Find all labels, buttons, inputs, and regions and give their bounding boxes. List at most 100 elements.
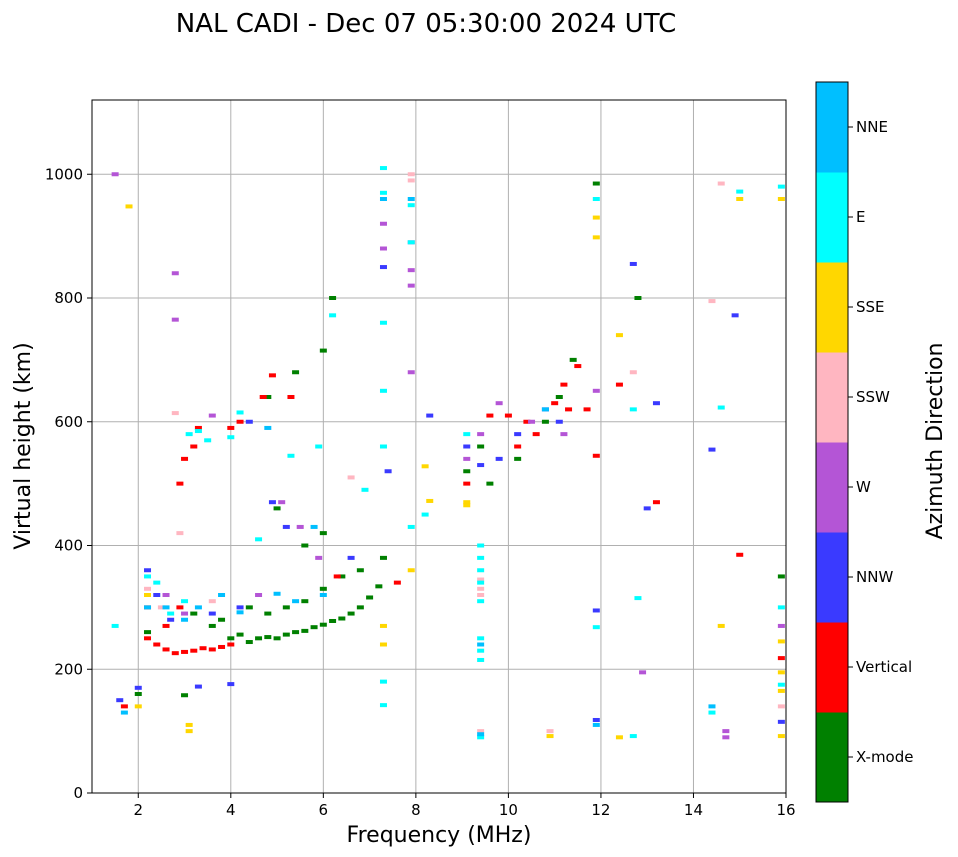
data-point (292, 630, 300, 635)
data-point (777, 656, 785, 661)
data-point (477, 432, 485, 437)
series-sse (125, 197, 785, 740)
data-point (777, 688, 785, 693)
data-point (592, 453, 600, 458)
data-point (504, 413, 512, 418)
data-point (292, 599, 300, 604)
data-point (194, 425, 202, 430)
data-point (629, 407, 637, 412)
data-point (555, 395, 563, 399)
data-point (722, 729, 730, 734)
data-point (268, 373, 276, 378)
data-point (407, 178, 415, 183)
data-point (171, 317, 179, 322)
data-point (708, 447, 716, 452)
data-point (777, 197, 785, 201)
colorbar-segment (816, 82, 848, 173)
data-point (329, 313, 337, 318)
data-point (615, 735, 623, 740)
data-point (296, 524, 304, 529)
data-point (111, 172, 119, 177)
colorbar-tick-label: X-mode (856, 748, 913, 766)
data-point (592, 215, 600, 220)
data-point (287, 453, 295, 458)
y-tick-label: 600 (54, 413, 83, 431)
data-point (144, 568, 152, 573)
data-point (171, 411, 179, 416)
data-point (162, 647, 170, 652)
data-point (708, 710, 716, 715)
data-point (777, 670, 785, 675)
data-point (615, 333, 623, 338)
data-point (477, 555, 485, 560)
data-point (194, 684, 202, 689)
data-point (574, 364, 582, 369)
data-point (486, 481, 494, 486)
colorbar-tick-label: W (856, 478, 871, 496)
colorbar-segment (816, 532, 848, 623)
colorbar: X-mode Vertical NNW W SSW SSE E NNE (815, 81, 913, 803)
colorbar-segment (816, 172, 848, 263)
colorbar-tick-label: Vertical (856, 658, 912, 676)
data-point (268, 500, 276, 505)
data-point (333, 574, 341, 579)
data-point (194, 429, 202, 434)
data-point (227, 425, 235, 430)
data-point (347, 611, 355, 616)
data-point (592, 722, 600, 727)
data-point (736, 552, 744, 557)
data-point (731, 313, 739, 318)
data-point (523, 419, 531, 424)
colorbar-segment (816, 352, 848, 443)
x-tick-label: 6 (319, 801, 329, 819)
data-point (379, 623, 387, 628)
data-point (319, 622, 327, 627)
data-point (477, 580, 485, 585)
data-point (181, 611, 189, 616)
data-point (255, 593, 263, 597)
data-point (551, 401, 559, 406)
data-point (181, 649, 189, 654)
x-tick-label: 16 (776, 801, 795, 819)
data-point (407, 524, 415, 529)
data-point (379, 444, 387, 449)
grid-lines (92, 100, 787, 794)
data-point (153, 580, 161, 585)
colorbar-segment (816, 442, 848, 533)
data-point (134, 704, 142, 709)
data-point (477, 593, 485, 597)
data-point (167, 617, 175, 622)
data-point (777, 719, 785, 724)
data-point (162, 623, 170, 628)
data-point (717, 623, 725, 628)
data-point (273, 636, 281, 641)
data-point (218, 644, 226, 649)
data-point (120, 704, 128, 709)
data-point (546, 729, 554, 734)
data-point (486, 413, 494, 418)
data-point (181, 617, 189, 622)
y-axis-label: Virtual height (km) (11, 342, 36, 549)
data-point (477, 648, 485, 653)
data-point (565, 407, 573, 412)
data-point (639, 670, 647, 675)
data-point (541, 407, 549, 412)
colorbar-tick-label: NNW (856, 568, 893, 586)
data-point (477, 642, 485, 647)
data-point (592, 717, 600, 722)
data-point (236, 410, 244, 415)
data-point (194, 605, 202, 610)
data-point (208, 647, 216, 652)
data-point (592, 625, 600, 630)
data-point (629, 370, 637, 375)
x-tick-label: 2 (133, 801, 143, 819)
data-point (319, 348, 327, 353)
data-point (592, 388, 600, 393)
data-point (366, 595, 374, 600)
y-tick-label: 400 (54, 537, 83, 555)
data-point (583, 407, 591, 412)
data-point (477, 463, 485, 468)
data-point (541, 419, 549, 424)
series-e (111, 166, 785, 740)
